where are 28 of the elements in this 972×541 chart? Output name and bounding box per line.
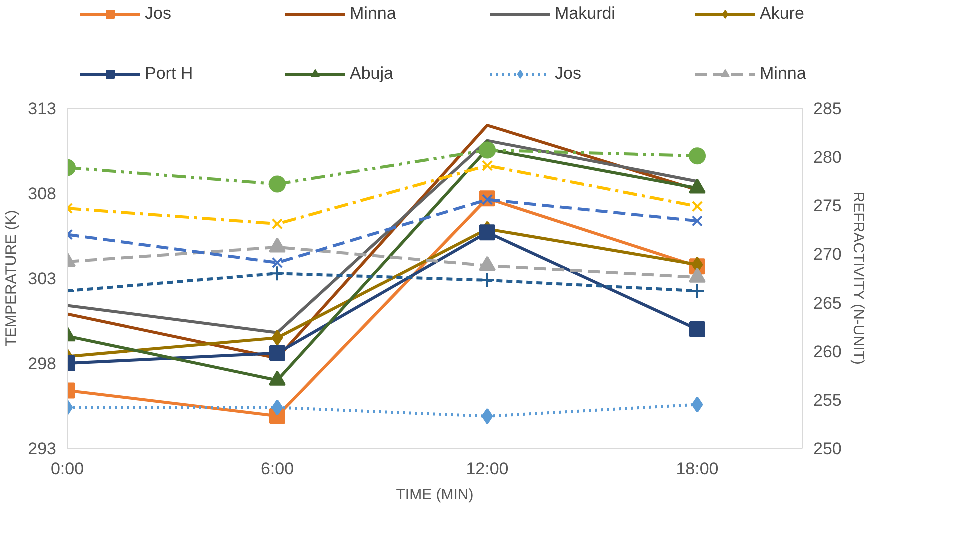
y-tick-label: 303 <box>28 270 57 288</box>
y-tick-label: 313 <box>28 100 57 118</box>
legend-label: Minna <box>350 4 398 24</box>
y2-tick-label: 250 <box>814 440 842 458</box>
legend-label: Abuja <box>350 64 394 84</box>
y-axis-title: TEMPERATURE (K) <box>3 210 20 347</box>
y2-tick-label: 275 <box>814 196 842 216</box>
y2-tick-label: 265 <box>814 294 842 313</box>
y2-tick-label: 255 <box>814 390 842 410</box>
y-tick-label: 308 <box>28 184 57 204</box>
y2-tick-label: 260 <box>814 342 842 362</box>
y-tick-label: 293 <box>28 440 57 458</box>
x-tick-label: 12:00 <box>466 460 509 478</box>
legend-label: Port H <box>145 64 194 84</box>
x-tick-label: 18:00 <box>676 460 719 478</box>
legend-label: Jos <box>145 4 172 24</box>
y2-tick-label: 285 <box>814 100 842 118</box>
legend-label: Jos <box>555 64 582 84</box>
y2-axis-title: REFRACTIVITY (N-UNIT) <box>850 192 867 365</box>
legend-label: Minna <box>760 64 808 84</box>
y2-tick-label: 270 <box>814 245 842 264</box>
x-axis-title: TIME (MIN) <box>396 486 474 504</box>
x-tick-label: 6:00 <box>260 460 294 478</box>
y-tick-label: 298 <box>28 354 57 374</box>
legend-label: Makurdi <box>555 4 616 24</box>
y2-tick-label: 280 <box>814 148 842 168</box>
x-tick-label: 0:00 <box>50 460 84 478</box>
legend-label: Akure <box>760 4 806 24</box>
